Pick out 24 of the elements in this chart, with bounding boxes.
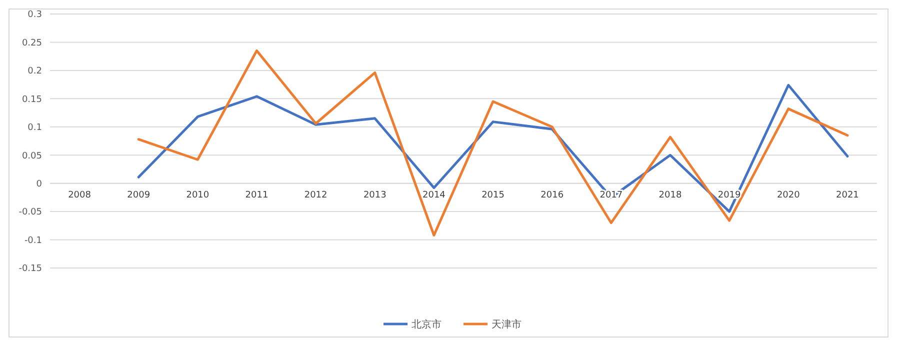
y-tick-label: 0.1 bbox=[28, 123, 42, 134]
x-tick-label: 2021 bbox=[836, 190, 859, 200]
y-tick-label: 0.3 bbox=[28, 10, 42, 20]
y-tick-label: 0.05 bbox=[22, 151, 42, 162]
y-tick-label: 0.25 bbox=[22, 38, 42, 48]
y-tick-label: -0.15 bbox=[18, 264, 42, 274]
x-tick-label: 2013 bbox=[363, 190, 386, 200]
y-tick-label: -0.05 bbox=[18, 208, 42, 218]
legend-label: 天津市 bbox=[492, 318, 522, 330]
x-tick-label: 2014 bbox=[422, 190, 446, 200]
x-tick-label: 2012 bbox=[304, 190, 328, 200]
x-tick-label: 2008 bbox=[68, 190, 92, 200]
y-tick-label: 0.15 bbox=[22, 94, 42, 105]
x-tick-label: 2018 bbox=[658, 190, 682, 200]
y-tick-label: -0.1 bbox=[24, 236, 42, 246]
y-tick-label: 0 bbox=[36, 179, 42, 190]
x-tick-label: 2015 bbox=[482, 190, 504, 200]
x-tick-label: 2011 bbox=[245, 190, 268, 200]
legend-label: 北京市 bbox=[412, 318, 442, 330]
x-tick-label: 2010 bbox=[186, 190, 210, 200]
x-tick-label: 2009 bbox=[127, 190, 150, 200]
x-tick-label: 2016 bbox=[540, 190, 564, 200]
y-tick-label: 0.2 bbox=[28, 66, 42, 77]
x-tick-label: 2020 bbox=[776, 190, 800, 200]
